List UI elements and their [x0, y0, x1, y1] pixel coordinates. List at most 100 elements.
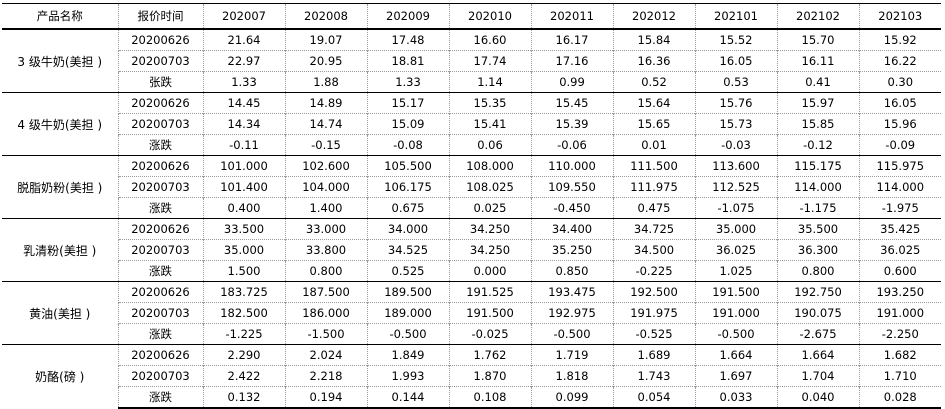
quote-date-cell: 20200703: [117, 239, 203, 261]
price-change-cell: 0.054: [612, 386, 695, 409]
price-cell: 15.76: [694, 92, 777, 114]
price-cell: 111.500: [612, 155, 695, 177]
price-table-container: 产品名称 报价时间 202007 202008 202009 202010 20…: [2, 3, 941, 409]
price-cell: 110.000: [530, 155, 613, 177]
price-cell: 2.218: [284, 365, 367, 387]
price-cell: 35.425: [858, 218, 941, 240]
price-change-cell: 1.33: [202, 71, 285, 93]
change-label-cell: 涨跌: [117, 323, 203, 345]
change-label-cell: 涨跌: [117, 197, 203, 219]
price-cell: 1.870: [448, 365, 531, 387]
price-cell: 16.22: [858, 50, 941, 72]
price-cell: 111.975: [612, 176, 695, 198]
price-cell: 15.65: [612, 113, 695, 135]
price-cell: 36.025: [858, 239, 941, 261]
price-change-cell: -0.500: [366, 323, 449, 345]
price-cell: 191.000: [858, 302, 941, 324]
price-cell: 191.500: [448, 302, 531, 324]
price-cell: 1.664: [694, 344, 777, 366]
price-cell: 16.05: [694, 50, 777, 72]
price-change-cell: 0.033: [694, 386, 777, 409]
price-cell: 191.975: [612, 302, 695, 324]
price-cell: 17.74: [448, 50, 531, 72]
price-cell: 17.16: [530, 50, 613, 72]
price-cell: 108.000: [448, 155, 531, 177]
price-change-cell: 0.52: [612, 71, 695, 93]
price-change-cell: -0.500: [694, 323, 777, 345]
table-row: 乳清粉(美担 ) 20200626 33.500 33.000 34.000 34.250…: [2, 218, 941, 282]
price-change-cell: -0.08: [366, 134, 449, 156]
quote-date-cell: 20200626: [117, 281, 203, 303]
price-cell: 1.743: [612, 365, 695, 387]
price-cell: 192.500: [612, 281, 695, 303]
price-change-cell: -0.15: [284, 134, 367, 156]
table-row: 涨跌 0.132 0.194 0.144 0.108 0.099 0.054 0.033 0.0…: [2, 386, 941, 409]
price-change-cell: 0.040: [776, 386, 859, 409]
table-row: 20200703 182.500 186.000 189.000 191.500 192.…: [2, 302, 941, 324]
price-change-cell: 0.06: [448, 134, 531, 156]
price-cell: 115.175: [776, 155, 859, 177]
quote-date-cell: 20200703: [117, 50, 203, 72]
price-change-cell: -0.225: [612, 260, 695, 282]
price-cell: 33.000: [284, 218, 367, 240]
price-cell: 193.250: [858, 281, 941, 303]
price-cell: 2.290: [202, 344, 285, 366]
price-cell: 17.48: [366, 29, 449, 51]
quote-date-cell: 20200626: [117, 92, 203, 114]
price-cell: 14.74: [284, 113, 367, 135]
price-cell: 19.07: [284, 29, 367, 51]
price-cell: 1.993: [366, 365, 449, 387]
price-change-cell: -1.175: [776, 197, 859, 219]
price-cell: 34.725: [612, 218, 695, 240]
table-row: 黄油(美担 ) 20200626 183.725 187.500 189.500 191.…: [2, 281, 941, 345]
price-cell: 18.81: [366, 50, 449, 72]
price-cell: 15.70: [776, 29, 859, 51]
price-cell: 1.704: [776, 365, 859, 387]
header-quote-date: 报价时间: [117, 3, 203, 30]
table-row: 20200703 2.422 2.218 1.993 1.870 1.818 1.743 1.…: [2, 365, 941, 387]
table-body: 3 级牛奶(美担 ) 20200626 21.64 19.07 17.48 16.60 16…: [2, 29, 941, 409]
price-cell: 15.09: [366, 113, 449, 135]
price-cell: 16.36: [612, 50, 695, 72]
price-cell: 16.11: [776, 50, 859, 72]
price-change-cell: 0.01: [612, 134, 695, 156]
price-cell: 21.64: [202, 29, 285, 51]
price-cell: 187.500: [284, 281, 367, 303]
price-cell: 104.000: [284, 176, 367, 198]
price-cell: 15.17: [366, 92, 449, 114]
price-cell: 15.84: [612, 29, 695, 51]
header-row: 产品名称 报价时间 202007 202008 202009 202010 20…: [2, 3, 941, 30]
product-name-cell: 3 级牛奶(美担 ): [17, 54, 103, 69]
price-cell: 34.250: [448, 239, 531, 261]
price-cell: 15.45: [530, 92, 613, 114]
price-cell: 183.725: [202, 281, 285, 303]
price-cell: 15.41: [448, 113, 531, 135]
price-cell: 15.64: [612, 92, 695, 114]
price-cell: 106.175: [366, 176, 449, 198]
price-change-cell: 0.099: [530, 386, 613, 409]
table-row: 张跌 1.33 1.88 1.33 1.14 0.99 0.52 0.53 0.41 0.30: [2, 71, 941, 93]
quote-date-cell: 20200626: [117, 29, 203, 51]
table-row: 脱脂奶粉(美担 ) 20200626 101.000 102.600 105.500 10…: [2, 155, 941, 219]
table-row: 20200703 35.000 33.800 34.525 34.250 35.250 34…: [2, 239, 941, 261]
price-change-cell: 0.000: [448, 260, 531, 282]
price-change-cell: -0.450: [530, 197, 613, 219]
price-change-cell: 1.025: [694, 260, 777, 282]
price-cell: 14.34: [202, 113, 285, 135]
price-change-cell: 0.108: [448, 386, 531, 409]
price-cell: 190.075: [776, 302, 859, 324]
price-change-cell: -1.500: [284, 323, 367, 345]
price-change-cell: -1.975: [858, 197, 941, 219]
price-cell: 189.500: [366, 281, 449, 303]
price-change-cell: 0.53: [694, 71, 777, 93]
price-change-cell: 0.525: [366, 260, 449, 282]
quote-date-cell: 20200703: [117, 302, 203, 324]
price-cell: 15.35: [448, 92, 531, 114]
price-cell: 182.500: [202, 302, 285, 324]
quote-date-cell: 20200703: [117, 176, 203, 198]
price-cell: 114.000: [858, 176, 941, 198]
price-cell: 191.000: [694, 302, 777, 324]
price-change-cell: 0.132: [202, 386, 285, 409]
price-cell: 34.400: [530, 218, 613, 240]
price-cell: 34.525: [366, 239, 449, 261]
